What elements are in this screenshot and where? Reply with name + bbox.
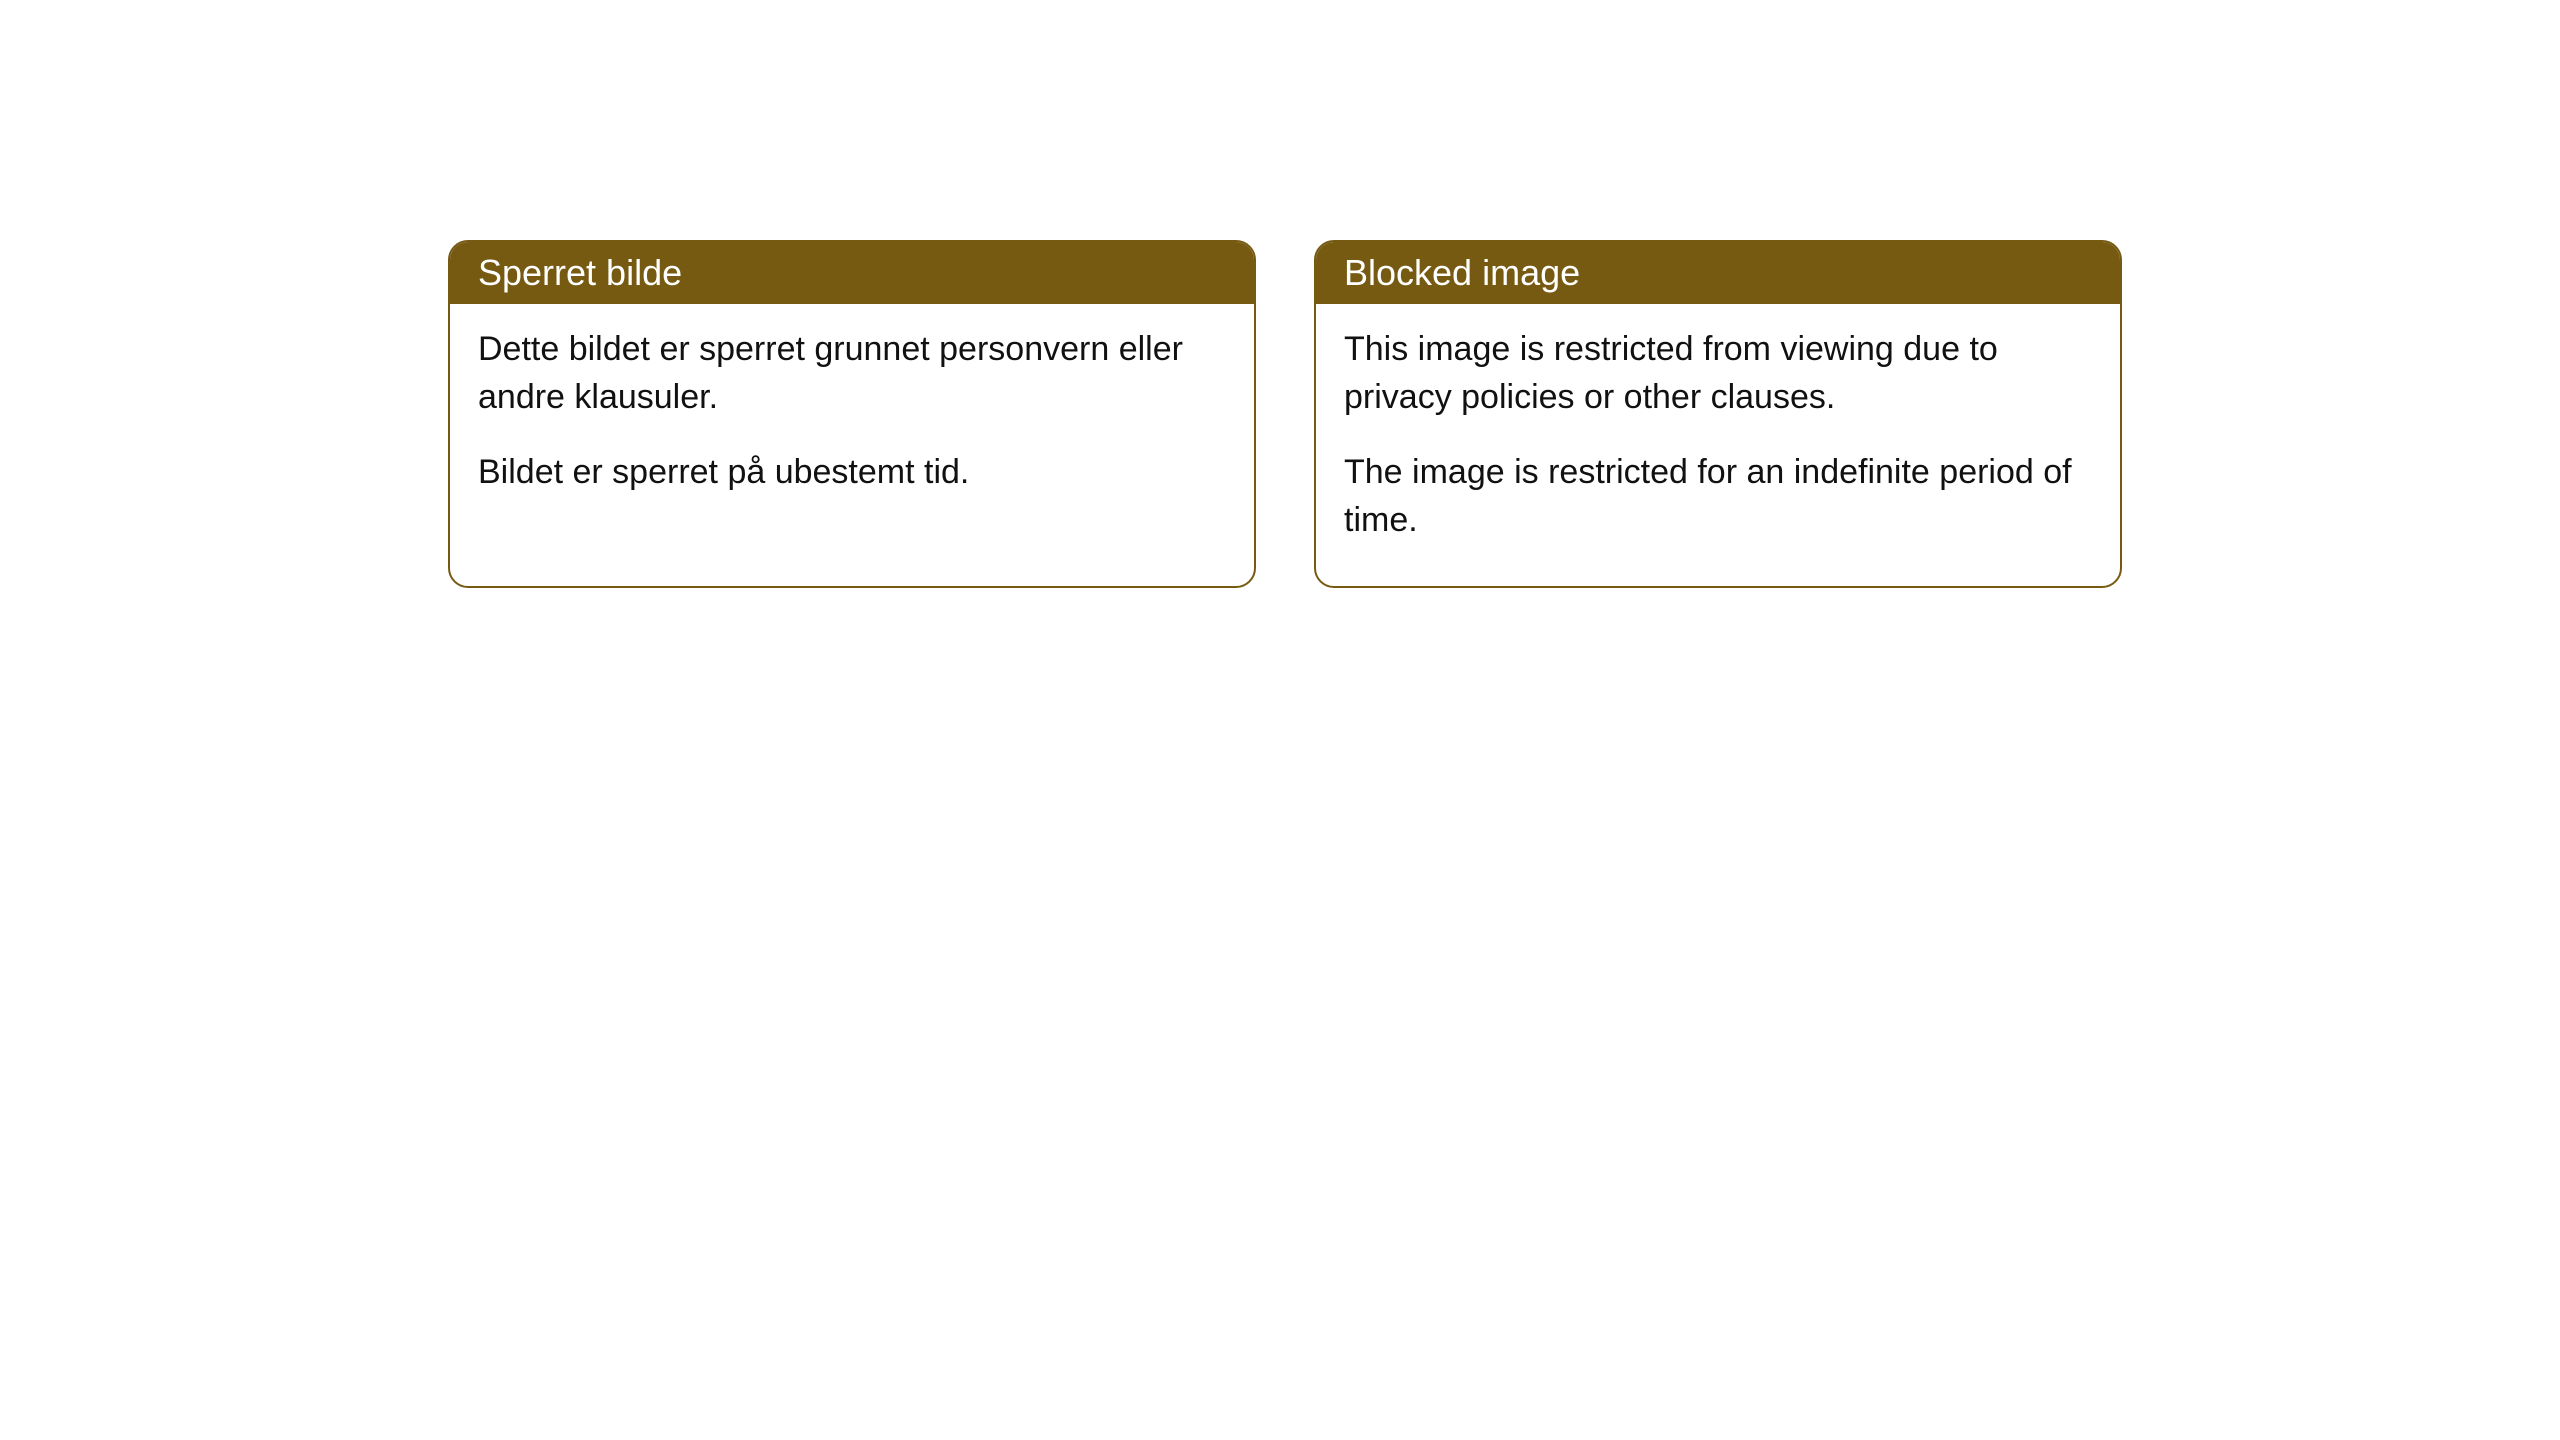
card-header: Sperret bilde xyxy=(450,242,1254,304)
card-title: Blocked image xyxy=(1344,252,1580,293)
card-paragraph: This image is restricted from viewing du… xyxy=(1344,326,2092,421)
card-body: This image is restricted from viewing du… xyxy=(1316,304,2120,586)
card-header: Blocked image xyxy=(1316,242,2120,304)
card-paragraph: Bildet er sperret på ubestemt tid. xyxy=(478,449,1226,497)
card-paragraph: Dette bildet er sperret grunnet personve… xyxy=(478,326,1226,421)
card-paragraph: The image is restricted for an indefinit… xyxy=(1344,449,2092,544)
card-body: Dette bildet er sperret grunnet personve… xyxy=(450,304,1254,539)
card-title: Sperret bilde xyxy=(478,252,682,293)
notice-card-norwegian: Sperret bilde Dette bildet er sperret gr… xyxy=(448,240,1256,588)
notice-card-english: Blocked image This image is restricted f… xyxy=(1314,240,2122,588)
notice-cards-container: Sperret bilde Dette bildet er sperret gr… xyxy=(448,240,2560,588)
